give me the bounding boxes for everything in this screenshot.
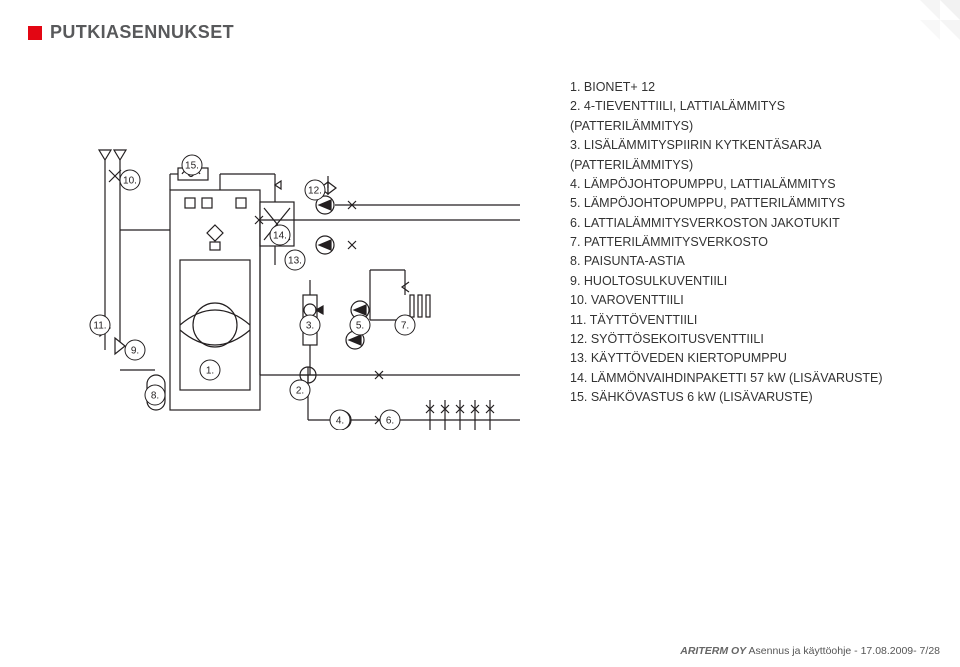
legend-item: 15. SÄHKÖVASTUS 6 kW (LISÄVARUSTE) — [570, 388, 900, 407]
legend-item: 11. TÄYTTÖVENTTIILI — [570, 311, 900, 330]
legend-item: 1. BIONET+ 12 — [570, 78, 900, 97]
page-footer: ARITERM OY Asennus ja käyttöohje - 17.08… — [680, 645, 940, 657]
legend: 1. BIONET+ 122. 4-TIEVENTTIILI, LATTIALÄ… — [560, 70, 900, 597]
legend-item: 12. SYÖTTÖSEKOITUSVENTTIILI — [570, 330, 900, 349]
svg-text:12.: 12. — [308, 186, 322, 197]
content-area: 1. 2. 3. 4. 5. 6. 7. 8. 9. 10. 11. 12. 13. 14. 15. 1. … — [60, 70, 900, 597]
svg-text:5.: 5. — [356, 321, 364, 332]
svg-text:8.: 8. — [151, 391, 159, 402]
svg-text:2.: 2. — [296, 386, 304, 397]
legend-item: 2. 4-TIEVENTTIILI, LATTIALÄMMITYS (PATTE… — [570, 97, 900, 136]
page-title: PUTKIASENNUKSET — [50, 22, 234, 43]
legend-item: 14. LÄMMÖNVAIHDINPAKETTI 57 kW (LISÄVARU… — [570, 369, 900, 388]
legend-item: 7. PATTERILÄMMITYSVERKOSTO — [570, 233, 900, 252]
svg-text:4.: 4. — [336, 416, 344, 427]
legend-item: 3. LISÄLÄMMITYSPIIRIN KYTKENTÄSARJA (PAT… — [570, 136, 900, 175]
svg-text:14.: 14. — [273, 231, 287, 242]
svg-text:9.: 9. — [131, 346, 139, 357]
header-square-icon — [28, 26, 42, 40]
svg-text:6.: 6. — [386, 416, 394, 427]
legend-item: 13. KÄYTTÖVEDEN KIERTOPUMPPU — [570, 349, 900, 368]
svg-text:10.: 10. — [123, 176, 137, 187]
page-header: PUTKIASENNUKSET — [28, 22, 234, 43]
legend-item: 6. LATTIALÄMMITYSVERKOSTON JAKOTUKIT — [570, 214, 900, 233]
svg-text:15.: 15. — [185, 161, 199, 172]
legend-item: 10. VAROVENTTIILI — [570, 291, 900, 310]
svg-text:7.: 7. — [401, 321, 409, 332]
svg-text:11.: 11. — [93, 321, 106, 332]
footer-brand: ARITERM OY — [680, 645, 746, 657]
legend-item: 5. LÄMPÖJOHTOPUMPPU, PATTERILÄMMITYS — [570, 194, 900, 213]
corner-decoration — [890, 0, 960, 70]
legend-item: 8. PAISUNTA-ASTIA — [570, 252, 900, 271]
piping-diagram: 1. 2. 3. 4. 5. 6. 7. 8. 9. 10. 11. 12. 13. 14. 15. — [60, 70, 560, 430]
footer-pageinfo: Asennus ja käyttöohje - 17.08.2009- 7/28 — [749, 645, 940, 657]
legend-item: 4. LÄMPÖJOHTOPUMPPU, LATTIALÄMMITYS — [570, 175, 900, 194]
svg-text:3.: 3. — [306, 321, 314, 332]
legend-item: 9. HUOLTOSULKUVENTIILI — [570, 272, 900, 291]
svg-text:13.: 13. — [288, 256, 302, 267]
svg-text:1.: 1. — [206, 366, 214, 377]
